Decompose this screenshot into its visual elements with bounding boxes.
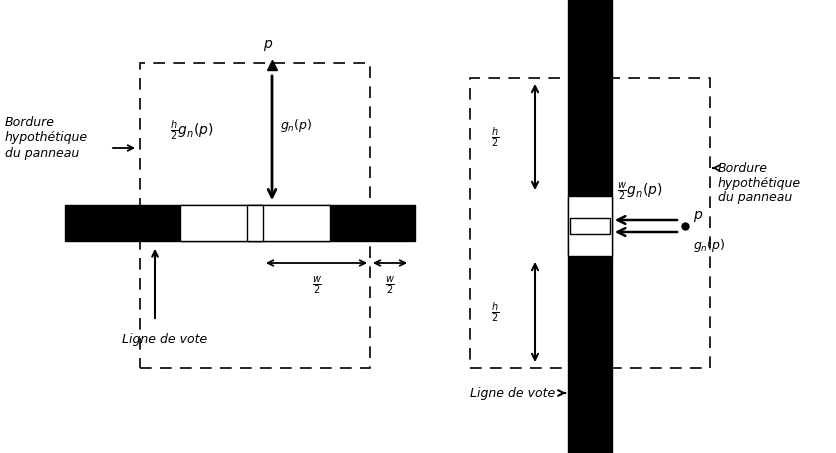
- Text: Ligne de vote: Ligne de vote: [470, 386, 555, 400]
- Text: $\frac{h}{2}$: $\frac{h}{2}$: [491, 300, 499, 324]
- Text: $\frac{h}{2}$: $\frac{h}{2}$: [491, 125, 499, 149]
- Text: Bordure
hypothétique
du panneau: Bordure hypothétique du panneau: [718, 162, 801, 204]
- Bar: [568, 0, 612, 453]
- Text: $p$: $p$: [263, 38, 273, 53]
- Text: $g_n(p)$: $g_n(p)$: [280, 116, 313, 134]
- Bar: [570, 218, 610, 234]
- Text: $\frac{w}{2}$: $\frac{w}{2}$: [312, 274, 322, 296]
- Bar: [247, 205, 263, 241]
- Bar: [470, 78, 710, 368]
- Text: $p$: $p$: [693, 208, 703, 223]
- Text: $\frac{w}{2}g_n(p)$: $\frac{w}{2}g_n(p)$: [617, 180, 662, 202]
- Text: $\frac{h}{2}g_n(p)$: $\frac{h}{2}g_n(p)$: [171, 118, 214, 142]
- Bar: [65, 205, 415, 241]
- Bar: [180, 205, 330, 241]
- Text: Bordure
hypothétique
du panneau: Bordure hypothétique du panneau: [5, 116, 88, 159]
- Bar: [568, 196, 612, 256]
- Text: $\frac{w}{2}$: $\frac{w}{2}$: [385, 274, 395, 296]
- Text: Ligne de vote: Ligne de vote: [122, 333, 207, 346]
- Bar: [140, 63, 370, 368]
- Text: $g_n(p)$: $g_n(p)$: [693, 237, 726, 255]
